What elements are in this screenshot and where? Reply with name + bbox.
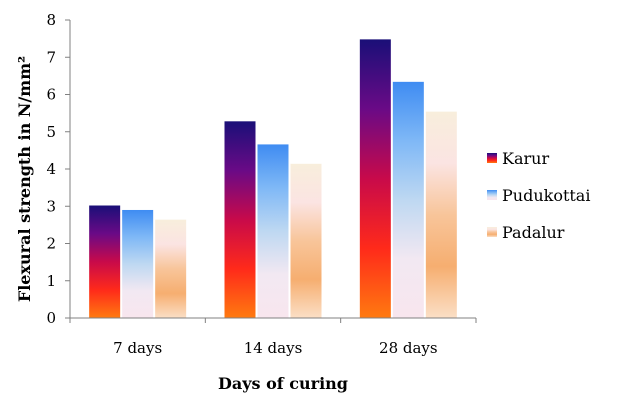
legend-swatch-padalur: [487, 227, 497, 237]
bar-pudukottai-1: [122, 209, 154, 318]
x-tick-label: 14 days: [244, 339, 303, 357]
y-tick-label: 4: [46, 160, 56, 178]
bar-karur-1: [89, 205, 121, 318]
y-tick-label: 3: [46, 197, 56, 215]
y-axis-ticks: 0 1 2 3 4 5 6 7 8: [46, 11, 70, 327]
y-tick-label: 8: [46, 11, 56, 29]
y-axis-title: Flexural strength in N/mm²: [15, 56, 34, 302]
x-axis-title: Days of curing: [218, 374, 348, 393]
legend-swatch-karur: [487, 153, 497, 163]
y-tick-label: 0: [46, 309, 56, 327]
bar-pudukottai-2: [257, 144, 289, 318]
y-tick-label: 6: [46, 86, 56, 104]
bar-karur-3: [359, 39, 391, 319]
legend-label-karur: Karur: [502, 149, 549, 168]
y-tick-label: 1: [46, 272, 56, 290]
bars: [89, 39, 457, 319]
bar-pudukottai-3: [392, 81, 424, 319]
x-tick-label: 28 days: [379, 339, 438, 357]
legend-swatch-pudukottai: [487, 190, 497, 200]
bar-padalur-3: [425, 111, 457, 318]
bar-karur-2: [224, 121, 256, 318]
legend: Karur Pudukottai Padalur: [487, 149, 590, 242]
legend-label-padalur: Padalur: [502, 223, 565, 242]
x-axis-ticks: 7 days 14 days 28 days: [69, 318, 477, 357]
y-tick-label: 5: [46, 123, 56, 141]
bar-padalur-2: [290, 163, 322, 318]
y-tick-label: 2: [46, 235, 56, 253]
legend-label-pudukottai: Pudukottai: [502, 186, 590, 205]
y-tick-label: 7: [46, 48, 56, 66]
bar-padalur-1: [155, 219, 187, 318]
x-tick-label: 7 days: [113, 339, 162, 357]
